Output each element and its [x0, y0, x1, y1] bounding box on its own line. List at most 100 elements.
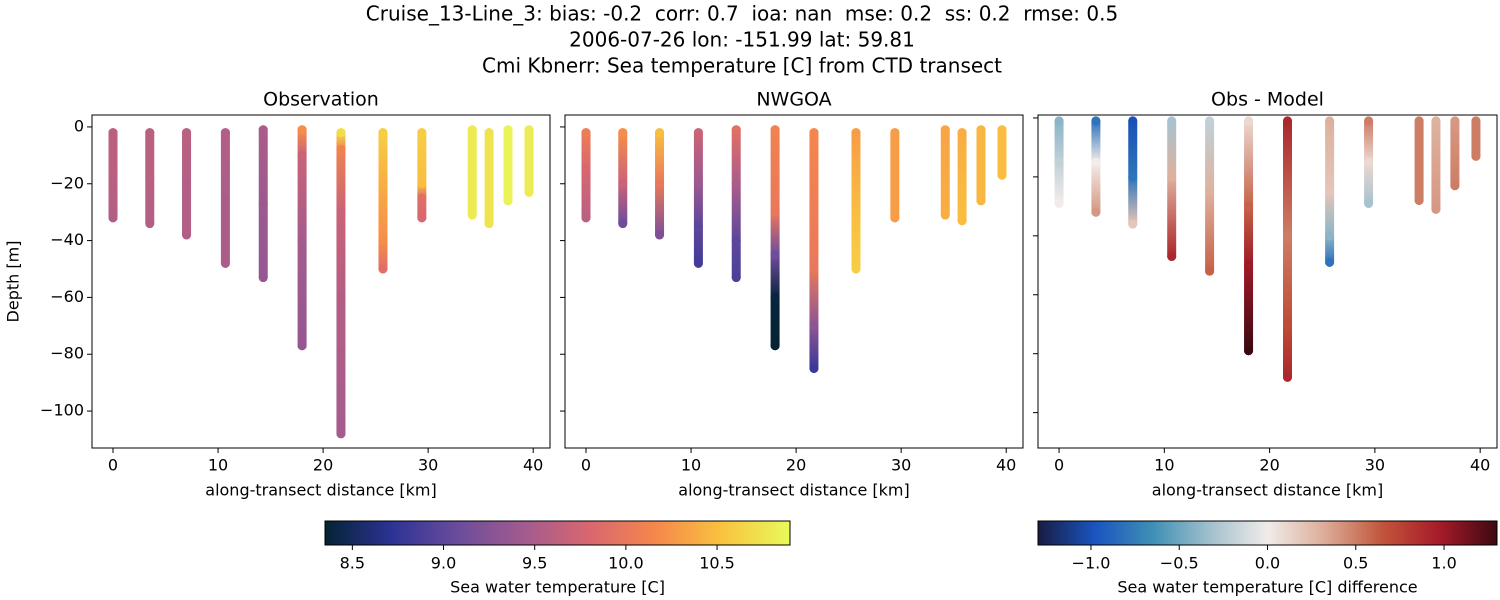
panel-title: NWGOA: [756, 89, 831, 111]
profile-point: [890, 213, 900, 223]
y-tick-label: −40: [50, 230, 84, 249]
profile-point: [581, 213, 591, 223]
profile-point: [417, 213, 427, 223]
suptitle: 2006-07-26 lon: -151.99 lat: 59.81: [569, 28, 915, 52]
profile-point: [484, 219, 494, 229]
profile-point: [618, 179, 628, 189]
profile-point: [297, 236, 307, 246]
colorbar-tick-label: 10.5: [699, 554, 735, 573]
profile-point: [770, 125, 780, 135]
profile-point: [957, 216, 967, 226]
profile-point: [1054, 116, 1064, 126]
profile-point: [1450, 181, 1460, 191]
profile-point: [336, 145, 346, 155]
profile-point: [1205, 116, 1215, 126]
colorbar: [1037, 520, 1498, 546]
colorbar-tick-label: 1.0: [1431, 554, 1456, 573]
profile-point: [693, 258, 703, 268]
x-tick-label: 30: [1365, 456, 1385, 475]
profile-point: [731, 125, 741, 135]
x-tick-label: 10: [208, 456, 228, 475]
profile-point: [1414, 116, 1424, 126]
profile-point: [770, 292, 780, 302]
y-tick-label: −60: [50, 287, 84, 306]
profile-point: [258, 199, 268, 209]
profile-point: [378, 179, 388, 189]
panel-title: Observation: [263, 89, 379, 111]
x-tick-label: 0: [581, 456, 591, 475]
profile-point: [1283, 319, 1293, 329]
profile-point: [997, 170, 1007, 180]
profile-point: [1471, 116, 1481, 126]
colorbar-tick-label: 9.5: [522, 554, 547, 573]
profile-point: [1128, 172, 1138, 182]
x-tick-label: 20: [786, 456, 806, 475]
profile-point: [1054, 198, 1064, 208]
colorbar-tick-label: 9.0: [431, 554, 456, 573]
profile-point: [770, 250, 780, 260]
profile-point: [1325, 116, 1335, 126]
colorbar-tick-label: 8.5: [340, 554, 365, 573]
colorbar-tick-label: −0.5: [1160, 554, 1199, 573]
profile-point: [417, 193, 427, 203]
profile-point: [145, 219, 155, 229]
profile-point: [618, 128, 628, 138]
profile-point: [220, 258, 230, 268]
profile-point: [1364, 198, 1374, 208]
profile-point: [467, 210, 477, 220]
profile-point: [1450, 116, 1460, 126]
profile-point: [655, 230, 665, 240]
profile-point: [378, 264, 388, 274]
profile-point: [1091, 116, 1101, 126]
profile-point: [108, 128, 118, 138]
y-tick-label: 0: [74, 116, 84, 135]
profile-point: [1471, 151, 1481, 161]
profile-point: [467, 167, 477, 177]
profile-point: [976, 125, 986, 135]
profile-point: [297, 125, 307, 135]
plot-frame: [564, 114, 1024, 449]
profile-point: [809, 264, 819, 274]
x-tick-label: 40: [523, 456, 543, 475]
profile-point: [997, 125, 1007, 135]
profile-point: [503, 125, 513, 135]
profile-point: [1244, 201, 1254, 211]
plot-frame: [1037, 114, 1498, 449]
profile-point: [770, 207, 780, 217]
x-tick-label: 30: [891, 456, 911, 475]
profile-point: [1091, 207, 1101, 217]
profile-point: [940, 210, 950, 220]
profile-point: [851, 207, 861, 217]
x-tick-label: 0: [108, 456, 118, 475]
profile-point: [258, 125, 268, 135]
profile-point: [220, 128, 230, 138]
y-tick-label: −100: [40, 401, 84, 420]
profile-point: [1431, 116, 1441, 126]
profile-point: [1325, 257, 1335, 267]
profile-point: [1205, 266, 1215, 276]
profile-point: [1244, 116, 1254, 126]
x-tick-label: 20: [1259, 456, 1279, 475]
colorbar-tick-label: 10.0: [608, 554, 644, 573]
profile-point: [655, 128, 665, 138]
x-tick-label: 40: [996, 456, 1016, 475]
profile-point: [731, 236, 741, 246]
profile-point: [220, 193, 230, 203]
x-tick-label: 10: [681, 456, 701, 475]
profile-point: [417, 128, 427, 138]
x-tick-label: 0: [1054, 456, 1064, 475]
profile-point: [484, 128, 494, 138]
profile-point: [581, 165, 591, 175]
profile-point: [1364, 116, 1374, 126]
profile-point: [1325, 231, 1335, 241]
colorbar-tick-label: 0.0: [1255, 554, 1280, 573]
profile-point: [145, 128, 155, 138]
profile-point: [182, 128, 192, 138]
profile-point: [378, 236, 388, 246]
profile-point: [258, 273, 268, 283]
profile-point: [1364, 157, 1374, 167]
profile-point: [618, 219, 628, 229]
x-tick-label: 10: [1154, 456, 1174, 475]
profile-point: [182, 179, 192, 189]
